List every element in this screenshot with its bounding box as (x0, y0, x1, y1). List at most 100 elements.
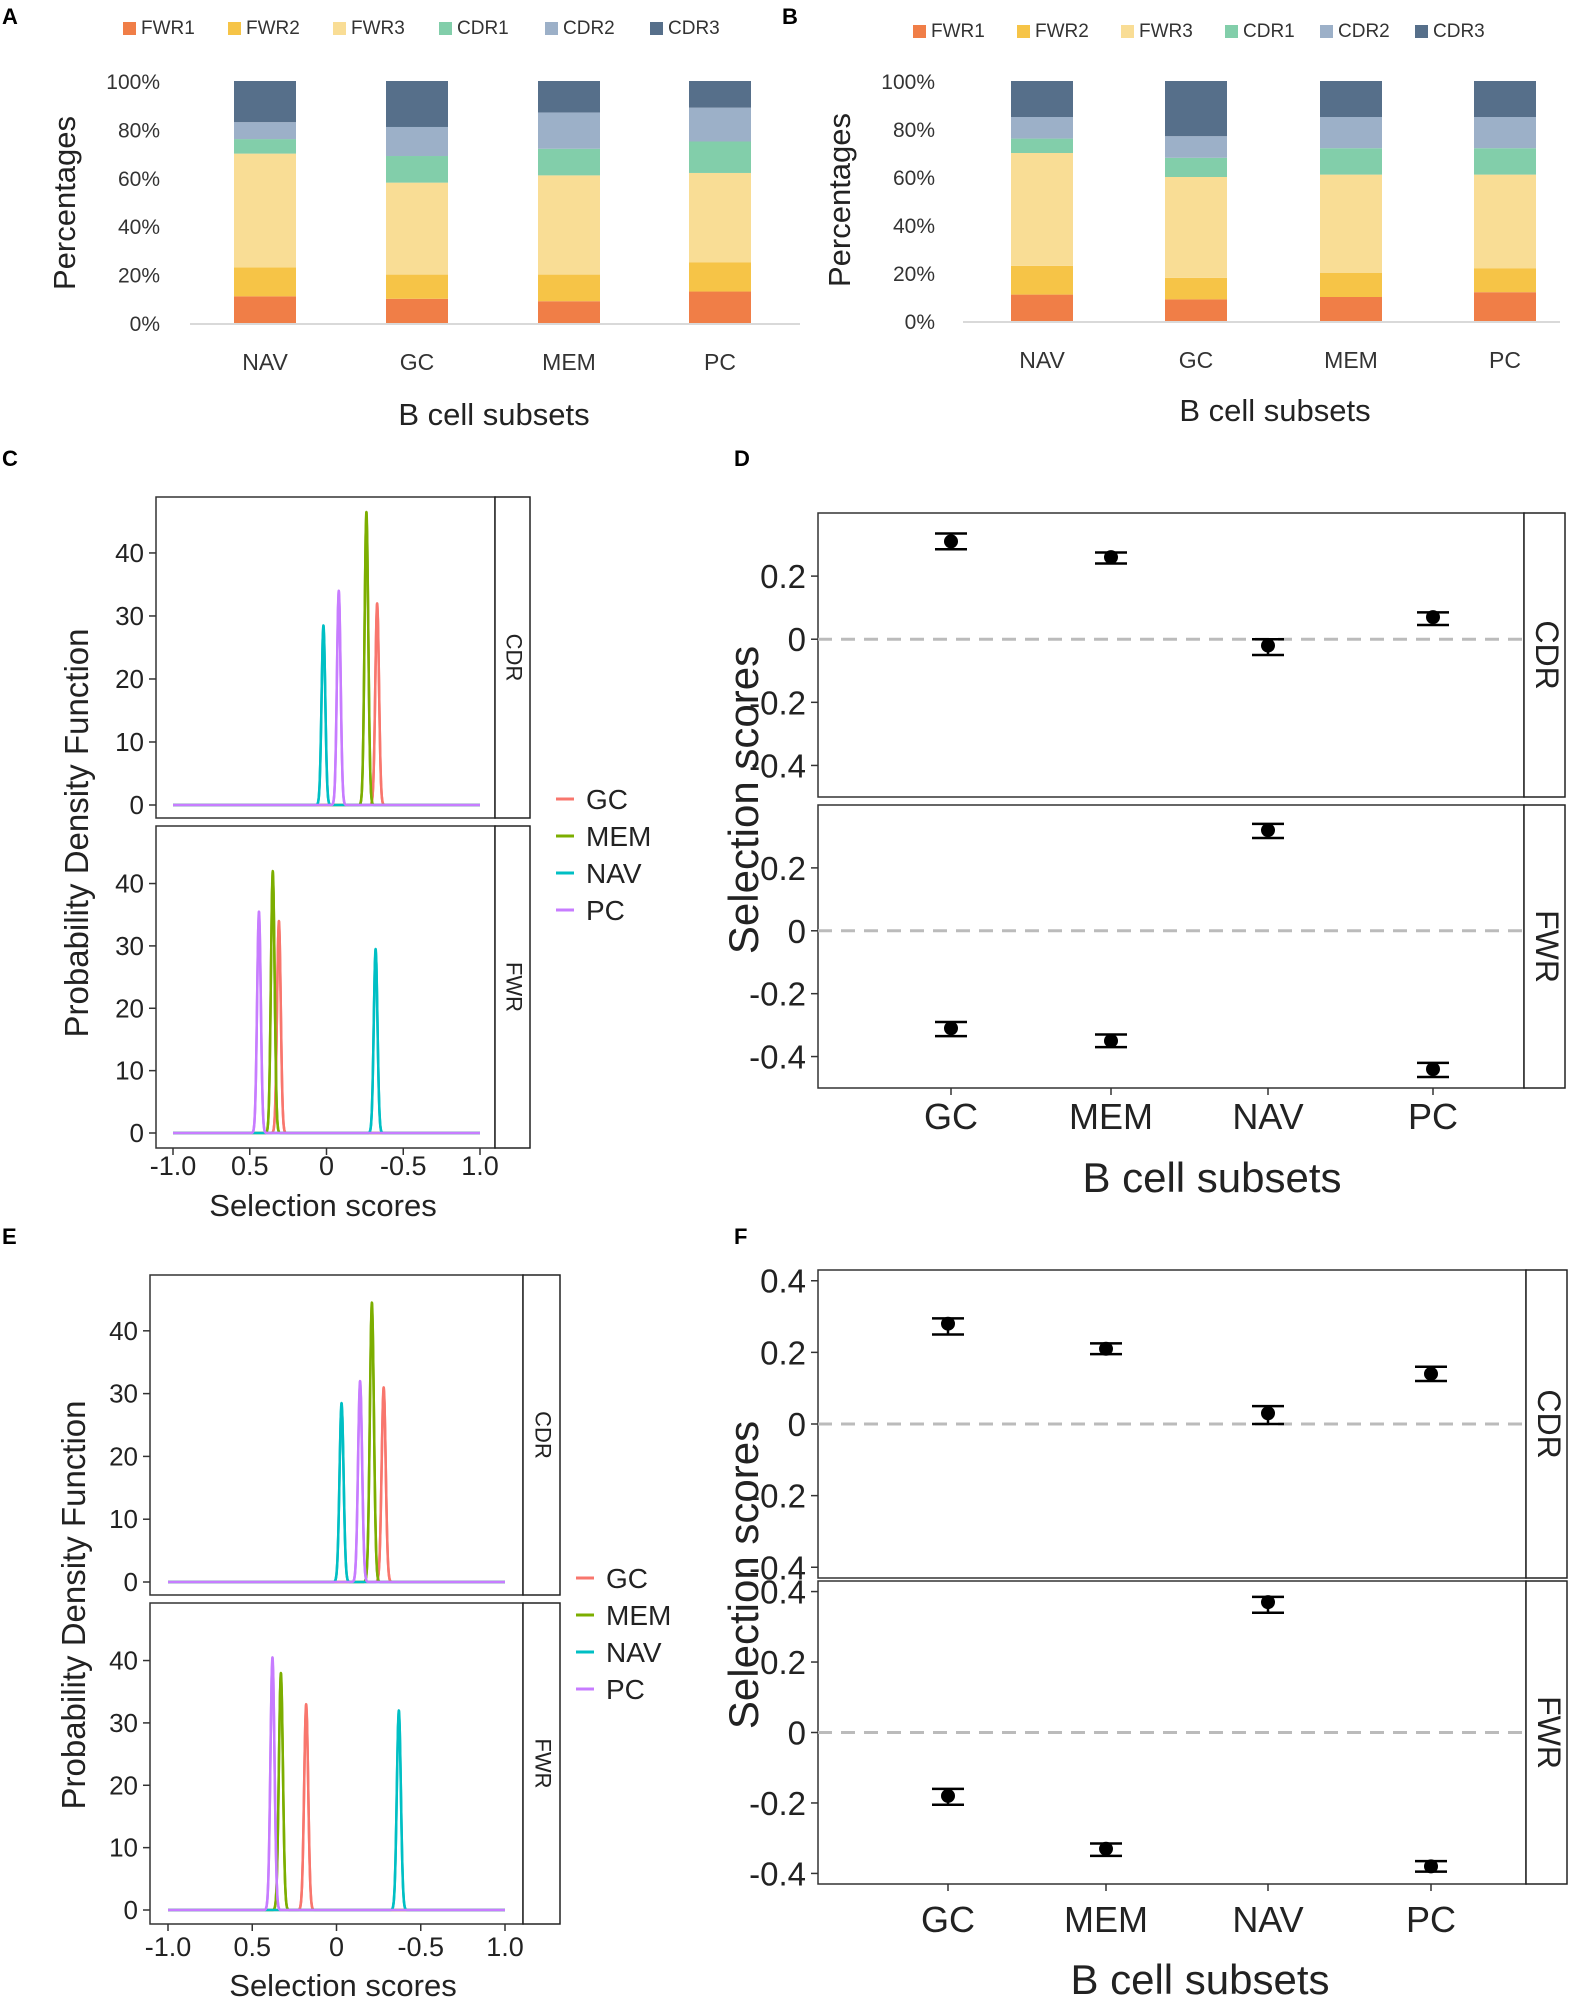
panel-f-point-mem (1099, 1841, 1113, 1856)
panel-a-bar-nav-cdr2 (234, 122, 296, 140)
panel-b-bar-mem-fwr2 (1320, 273, 1382, 297)
panel-f-ytick-label: -0.4 (749, 1855, 806, 1892)
panel-a-x-axis-title: B cell subsets (398, 397, 589, 432)
panel-e-facet-frame (149, 1602, 524, 1925)
panel-f-category-label: GC (921, 1899, 975, 1940)
panel-a-legend-label-fwr1: FWR1 (141, 18, 195, 39)
panel-b-bar-nav-cdr3 (1011, 81, 1073, 117)
panel-c-density-curve-nav (367, 947, 385, 1135)
panel-e-legend-label-nav: NAV (606, 1637, 662, 1668)
panel-e-ytick-label: 30 (109, 1379, 138, 1409)
panel-e-facet-frame (149, 1274, 524, 1596)
panel-e-density-baseline-pc (168, 1380, 505, 1584)
panel-e-ytick-label: 30 (109, 1708, 138, 1738)
panel-c-density-curve-gc (368, 602, 386, 807)
panel-b-bar-nav-fwr1 (1011, 294, 1073, 321)
panel-f-point-mem (1099, 1341, 1113, 1356)
panel-a-bar-mem-cdr1 (538, 148, 600, 176)
panel-a-category-label: GC (400, 349, 435, 375)
panel-c-facet-strip-label: CDR (502, 634, 527, 682)
panel-a-bar-pc-cdr1 (689, 141, 751, 173)
panel-f-ytick-label: 0.4 (760, 1574, 806, 1611)
panel-d-ytick-label: 0.2 (760, 558, 806, 595)
panel-c-density-baseline-mem (173, 871, 480, 1135)
panel-c-density-curve-pc (330, 589, 348, 807)
panel-b-legend-swatch-fwr3 (1121, 25, 1134, 38)
panel-d-ytick-label: -0.4 (749, 747, 806, 784)
panel-e-xtick-label: 1.0 (486, 1932, 524, 1962)
panel-e-density-curve-nav (332, 1401, 351, 1584)
panel-c-ytick-label: 40 (115, 869, 144, 899)
panel-a-bar-pc-cdr2 (689, 107, 751, 142)
panel-a-bar-pc-fwr2 (689, 262, 751, 292)
panel-e-density-baseline-mem (168, 1302, 505, 1584)
panel-e-facet-strip (522, 1602, 561, 1925)
panel-b-bar-pc-cdr2 (1474, 117, 1536, 149)
panel-a-bar-nav-fwr1 (234, 296, 296, 323)
panel-d-category-label: GC (924, 1096, 978, 1137)
panel-b-bar-pc-cdr3 (1474, 81, 1536, 117)
panel-b-category-label: GC (1179, 347, 1214, 373)
panel-b-bar-nav-fwr3 (1011, 153, 1073, 266)
panel-e-ytick-label: 20 (109, 1441, 138, 1471)
panel-e-x-axis-title: Selection scores (229, 1968, 456, 2001)
panel-b-category-label: PC (1489, 347, 1521, 373)
panel-a-bar-pc-cdr3 (689, 81, 751, 108)
panel-b-legend-label-fwr3: FWR3 (1139, 21, 1193, 42)
panel-f-facet-strip (1525, 1269, 1568, 1579)
panel-d-ytick-label: -0.2 (749, 684, 806, 721)
panel-c-xtick-label: 0 (319, 1151, 334, 1181)
panel-label-e: E (2, 1224, 17, 1249)
panel-e-density-baseline-nav (168, 1710, 505, 1912)
panel-a-bar-nav-fwr3 (234, 153, 296, 268)
panel-c-xtick-label: 0.5 (231, 1151, 269, 1181)
panel-b-bar-mem-cdr2 (1320, 117, 1382, 149)
panel-a-bar-gc-fwr2 (386, 274, 448, 299)
panel-b-category-label: NAV (1019, 347, 1065, 373)
panel-c-ytick-label: 30 (115, 601, 144, 631)
panel-a-legend-swatch-cdr3 (650, 22, 663, 35)
panel-b-legend-label-cdr1: CDR1 (1243, 21, 1295, 42)
panel-b-bar-nav-cdr1 (1011, 138, 1073, 153)
panel-d-point-gc (944, 534, 958, 549)
panel-b-bar-nav-cdr2 (1011, 117, 1073, 139)
panel-b-bar-gc-fwr1 (1165, 299, 1227, 321)
panel-e-facet-strip-label: CDR (531, 1411, 556, 1459)
panel-e-density-baseline-gc (168, 1704, 505, 1912)
panel-b-legend-label-cdr3: CDR3 (1433, 21, 1485, 42)
panel-c-density-curve-mem (264, 869, 282, 1135)
panel-a-bar-nav-fwr2 (234, 267, 296, 297)
panel-b-category-label: MEM (1324, 347, 1378, 373)
panel-d-x-axis-title: B cell subsets (1082, 1154, 1341, 1201)
panel-c-ytick-label: 40 (115, 538, 144, 568)
panel-d-y-axis-title: Selection scores (720, 646, 767, 954)
panel-b-bar-gc-cdr2 (1165, 136, 1227, 158)
panel-c-legend-label-gc: GC (586, 784, 628, 815)
panel-e-ytick-label: 10 (109, 1504, 138, 1534)
panel-d-ytick-label: 0.2 (760, 850, 806, 887)
panel-d-facet-strip (1523, 804, 1566, 1089)
panel-d-point-mem (1104, 550, 1118, 565)
panel-a-legend-swatch-fwr1 (123, 22, 136, 35)
panel-f-ytick-label: -0.2 (749, 1478, 806, 1515)
panel-a-ytick: 60% (118, 168, 160, 191)
panel-a-bar-gc-cdr3 (386, 81, 448, 127)
panel-label-d: D (734, 446, 750, 471)
panel-e-density-baseline-pc (168, 1657, 505, 1912)
panel-e-legend-label-gc: GC (606, 1563, 648, 1594)
panel-b-ytick: 0% (905, 311, 935, 334)
panel-f-y-axis-title: Selection scores (720, 1421, 767, 1729)
panel-a-bar-mem-cdr2 (538, 112, 600, 149)
panel-d-facet-strip-label: FWR (1529, 910, 1565, 983)
panel-e-density-curve-pc (350, 1379, 370, 1584)
panel-d-facet-strip (1523, 512, 1566, 798)
panel-b-ytick: 20% (893, 263, 935, 286)
panel-a-bar-pc-fwr1 (689, 291, 751, 323)
panel-d-point-nav (1261, 823, 1275, 838)
panel-b-legend-swatch-fwr2 (1017, 25, 1030, 38)
panel-b-bar-mem-cdr3 (1320, 81, 1382, 117)
panel-d-ytick-label: -0.2 (749, 976, 806, 1013)
panel-f-point-gc (941, 1788, 955, 1803)
panel-b-ytick: 80% (893, 119, 935, 142)
